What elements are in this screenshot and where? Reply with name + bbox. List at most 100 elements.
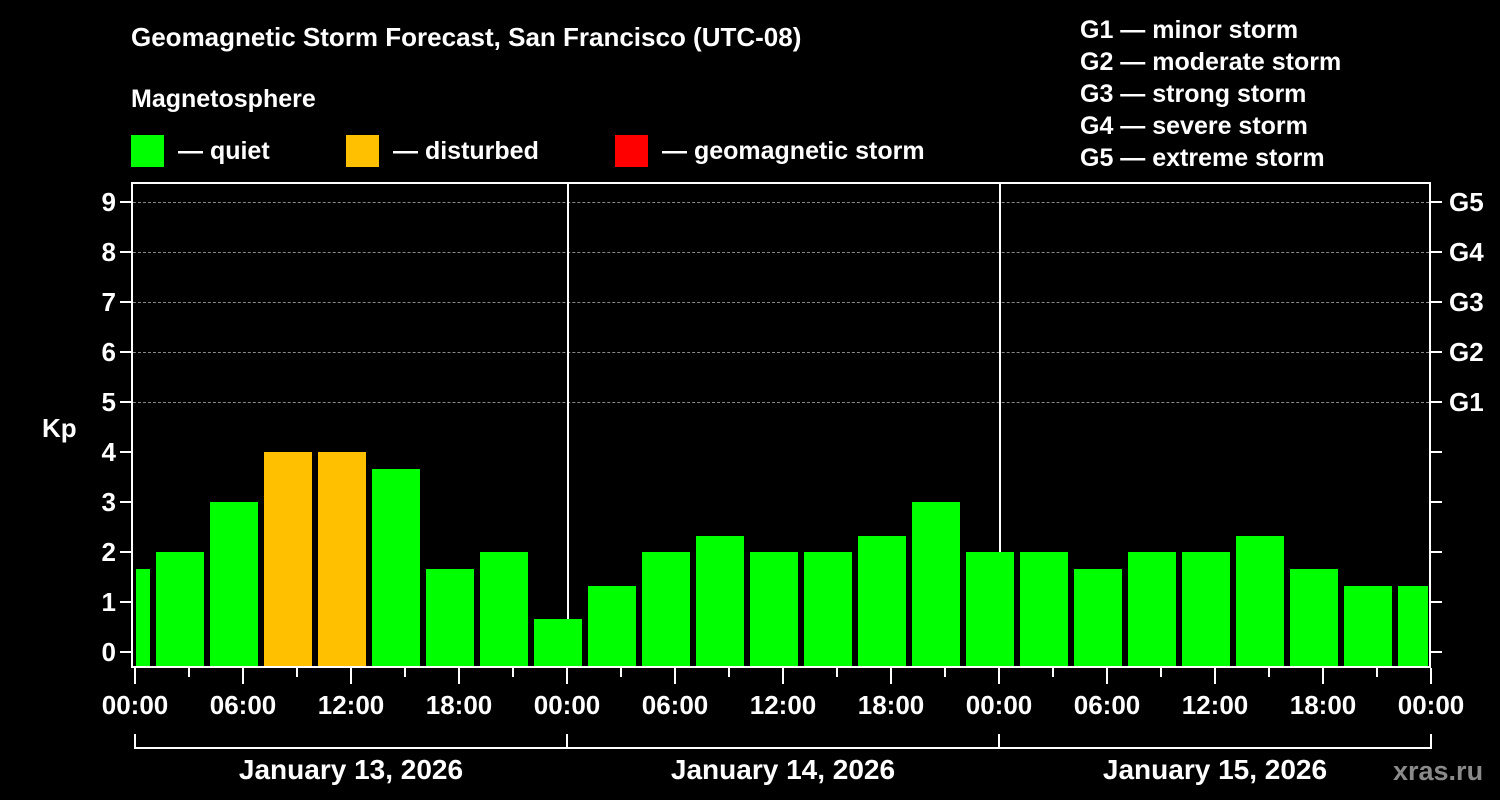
- kp-bar: [534, 618, 582, 666]
- y-tick-right: [1431, 251, 1442, 253]
- gridline: [133, 402, 1429, 403]
- x-tick: [188, 668, 190, 677]
- y-tick: [120, 451, 131, 453]
- kp-bar: [1074, 568, 1122, 666]
- y-tick-label: 6: [101, 337, 116, 367]
- legend-label: — disturbed: [393, 136, 539, 165]
- storm-scale-item: G3 — strong storm: [1080, 80, 1307, 108]
- x-tick: [134, 668, 136, 684]
- y-tick-right: [1431, 601, 1442, 603]
- y-tick-right: [1431, 451, 1442, 453]
- x-tick: [890, 668, 892, 684]
- x-tick: [512, 668, 514, 677]
- x-tick: [728, 668, 730, 677]
- storm-scale-item: G4 — severe storm: [1080, 112, 1308, 140]
- kp-bar: [1398, 585, 1428, 666]
- x-tick: [1322, 668, 1324, 684]
- kp-bar: [156, 552, 204, 666]
- storm-scale-item: G5 — extreme storm: [1080, 144, 1325, 172]
- kp-bar: [750, 552, 798, 666]
- y-tick: [120, 301, 131, 303]
- y-tick-label: 8: [101, 237, 116, 267]
- x-tick-label: 00:00: [101, 690, 169, 720]
- legend-label: — quiet: [178, 136, 270, 165]
- day-label: January 15, 2026: [1102, 754, 1328, 785]
- x-tick: [1268, 668, 1270, 677]
- g-scale-label: G4: [1449, 237, 1484, 267]
- x-tick-label: 18:00: [425, 690, 493, 720]
- kp-bar: [136, 568, 150, 666]
- day-label: January 14, 2026: [670, 754, 896, 785]
- y-tick-right: [1431, 651, 1442, 653]
- x-tick: [1160, 668, 1162, 677]
- legend-label: — geomagnetic storm: [662, 136, 925, 165]
- g-scale-label: G1: [1449, 387, 1484, 417]
- y-tick-right: [1431, 551, 1442, 553]
- x-tick: [404, 668, 406, 677]
- kp-bar: [210, 502, 258, 666]
- kp-bar: [912, 502, 960, 666]
- y-tick-label: 4: [101, 437, 116, 467]
- kp-bar: [264, 452, 312, 666]
- x-tick: [674, 668, 676, 684]
- x-tick-label: 00:00: [1397, 690, 1465, 720]
- kp-bar: [642, 552, 690, 666]
- legend-swatch-quiet: [131, 135, 164, 167]
- kp-bar: [1236, 535, 1284, 666]
- kp-bar: [426, 568, 474, 666]
- x-tick: [566, 668, 568, 684]
- kp-bar: [696, 535, 744, 666]
- x-tick-label: 00:00: [533, 690, 601, 720]
- kp-bar: [966, 552, 1014, 666]
- legend-disturbed: — disturbed: [346, 134, 539, 168]
- storm-scale-item: G2 — moderate storm: [1080, 48, 1342, 76]
- kp-bar: [480, 552, 528, 666]
- gridline: [133, 252, 1429, 253]
- y-tick-right: [1431, 401, 1442, 403]
- kp-bar: [1182, 552, 1230, 666]
- y-tick-right: [1431, 351, 1442, 353]
- kp-bar: [318, 452, 366, 666]
- x-tick-label: 12:00: [749, 690, 817, 720]
- x-tick: [242, 668, 244, 684]
- kp-bar: [858, 535, 906, 666]
- x-tick: [458, 668, 460, 684]
- chart-title: Geomagnetic Storm Forecast, San Francisc…: [131, 22, 802, 52]
- day-bracket-tick: [566, 734, 568, 749]
- y-tick-label: 2: [101, 537, 116, 567]
- day-label: January 13, 2026: [238, 754, 464, 785]
- x-tick: [782, 668, 784, 684]
- day-bracket-tick: [134, 734, 136, 749]
- kp-bar: [1344, 585, 1392, 666]
- legend-quiet: — quiet: [131, 134, 270, 168]
- x-tick: [620, 668, 622, 677]
- legend-storm: — geomagnetic storm: [615, 134, 925, 168]
- day-bracket-tick: [1430, 734, 1432, 749]
- x-tick: [1052, 668, 1054, 677]
- storm-scale-legend: G1 — minor storm G2 — moderate storm G3 …: [1080, 14, 1341, 174]
- storm-scale-item: G1 — minor storm: [1080, 16, 1299, 44]
- day-bracket: [135, 747, 1431, 749]
- y-tick-label: 9: [101, 187, 116, 217]
- kp-bar: [1020, 552, 1068, 666]
- y-tick-label: 3: [101, 487, 116, 517]
- x-tick-label: 18:00: [857, 690, 925, 720]
- x-tick: [836, 668, 838, 677]
- kp-bar: [588, 585, 636, 666]
- plot-area: [131, 182, 1431, 668]
- kp-bar: [372, 468, 420, 666]
- y-tick-label: 1: [101, 587, 116, 617]
- day-bracket-tick: [998, 734, 1000, 749]
- y-tick-right: [1431, 201, 1442, 203]
- x-tick-label: 18:00: [1289, 690, 1357, 720]
- g-scale-label: G5: [1449, 187, 1484, 217]
- y-tick: [120, 551, 131, 553]
- y-axis-label: Kp: [42, 413, 77, 443]
- y-tick-label: 0: [101, 637, 116, 667]
- x-tick-label: 06:00: [209, 690, 277, 720]
- y-tick-label: 5: [101, 387, 116, 417]
- y-tick-label: 7: [101, 287, 116, 317]
- watermark: xras.ru: [1393, 756, 1484, 786]
- day-separator: [567, 184, 569, 666]
- y-tick-right: [1431, 301, 1442, 303]
